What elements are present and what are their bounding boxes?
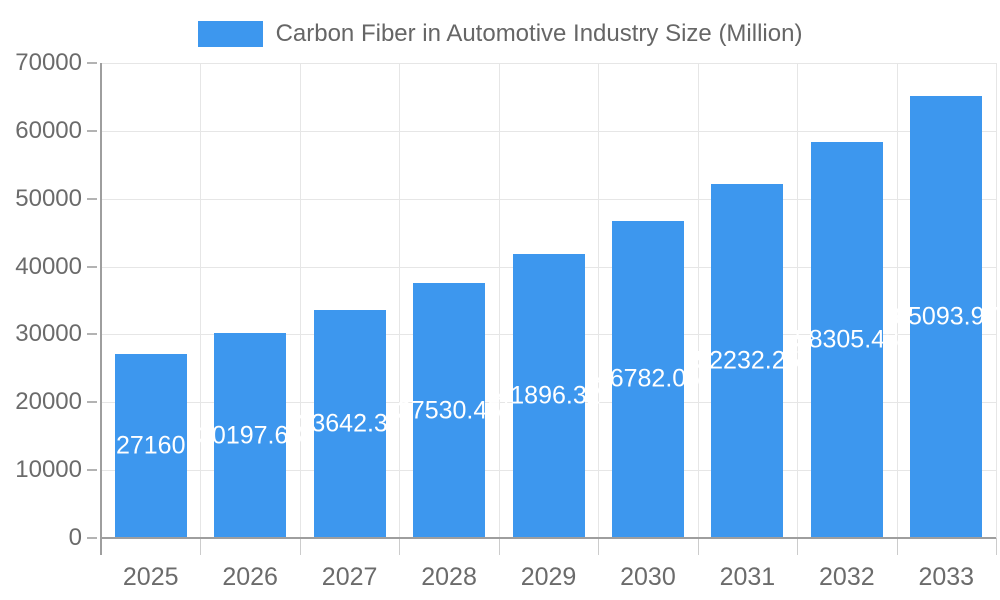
x-axis-tick xyxy=(896,538,898,555)
x-axis-tick xyxy=(697,538,699,555)
x-axis-tick xyxy=(498,538,500,555)
bar-value-label: 46782.05 xyxy=(595,364,701,393)
v-gridline xyxy=(498,63,500,538)
x-axis-tick xyxy=(996,538,997,555)
bar-value-label: 33642.37 xyxy=(297,409,402,438)
x-tick-label: 2030 xyxy=(620,563,676,591)
bar-2025[interactable] xyxy=(114,353,187,538)
y-tick-label: 50000 xyxy=(15,184,82,212)
v-gridline xyxy=(697,63,699,538)
x-tick-label: 2032 xyxy=(819,563,875,591)
bar-2032[interactable] xyxy=(810,142,883,538)
x-tick-label: 2029 xyxy=(520,563,577,591)
y-axis-tick xyxy=(87,197,97,200)
y-axis-line xyxy=(100,63,102,555)
y-axis-tick xyxy=(87,129,97,132)
bar-value-label: 37530.45 xyxy=(396,396,502,425)
h-gridline xyxy=(101,198,996,200)
v-gridline xyxy=(598,63,600,538)
x-tick-label: 2031 xyxy=(719,563,776,591)
y-axis-tick xyxy=(87,537,97,539)
y-tick-label: 10000 xyxy=(15,456,82,484)
bar-2030[interactable] xyxy=(611,220,684,538)
y-tick-label: 20000 xyxy=(15,388,82,416)
x-axis-tick xyxy=(598,538,600,555)
x-tick-label: 2028 xyxy=(421,563,477,591)
bar-2028[interactable] xyxy=(413,283,486,538)
x-tick-label: 2027 xyxy=(321,563,378,591)
bar-value-label: 30197.68 xyxy=(198,421,303,450)
v-gridline xyxy=(797,63,799,538)
bar-2031[interactable] xyxy=(711,183,784,538)
v-gridline xyxy=(200,63,202,538)
y-tick-label: 0 xyxy=(68,524,82,551)
y-axis-tick xyxy=(87,62,97,64)
x-axis-tick xyxy=(399,538,401,555)
y-tick-label: 40000 xyxy=(15,252,82,280)
h-gridline xyxy=(101,63,996,64)
v-gridline xyxy=(896,63,898,538)
y-axis-tick xyxy=(87,265,97,268)
bar-value-label: 41896.32 xyxy=(496,381,601,410)
x-axis-tick xyxy=(200,538,202,555)
bar-2029[interactable] xyxy=(512,253,585,538)
bar-2027[interactable] xyxy=(313,309,386,538)
x-tick-label: 2026 xyxy=(222,563,278,591)
v-gridline xyxy=(299,63,301,538)
y-tick-label: 60000 xyxy=(15,116,82,144)
x-tick-label: 2033 xyxy=(918,563,975,591)
bar-value-label: 58305.43 xyxy=(794,325,899,354)
bar-2033[interactable] xyxy=(910,96,983,538)
legend-label: Carbon Fiber in Automotive Industry Size… xyxy=(275,20,803,47)
v-gridline xyxy=(996,63,997,538)
x-axis-tick xyxy=(797,538,799,555)
bar-value-label: 65093.97 xyxy=(894,302,999,331)
x-axis-tick xyxy=(299,538,301,555)
y-axis-tick xyxy=(87,401,97,404)
bar-value-label: 27160 xyxy=(115,431,186,460)
x-axis-line xyxy=(101,537,996,539)
legend-swatch xyxy=(197,21,263,47)
legend[interactable]: Carbon Fiber in Automotive Industry Size… xyxy=(0,20,1000,48)
h-gridline xyxy=(101,130,996,132)
bar-value-label: 52232.25 xyxy=(695,346,800,375)
y-tick-label: 30000 xyxy=(15,320,82,348)
v-gridline xyxy=(399,63,401,538)
y-axis-tick xyxy=(87,333,97,336)
bar-2026[interactable] xyxy=(214,333,287,538)
y-axis-tick xyxy=(87,469,97,472)
y-tick-label: 70000 xyxy=(15,49,82,76)
x-tick-label: 2025 xyxy=(122,563,179,591)
